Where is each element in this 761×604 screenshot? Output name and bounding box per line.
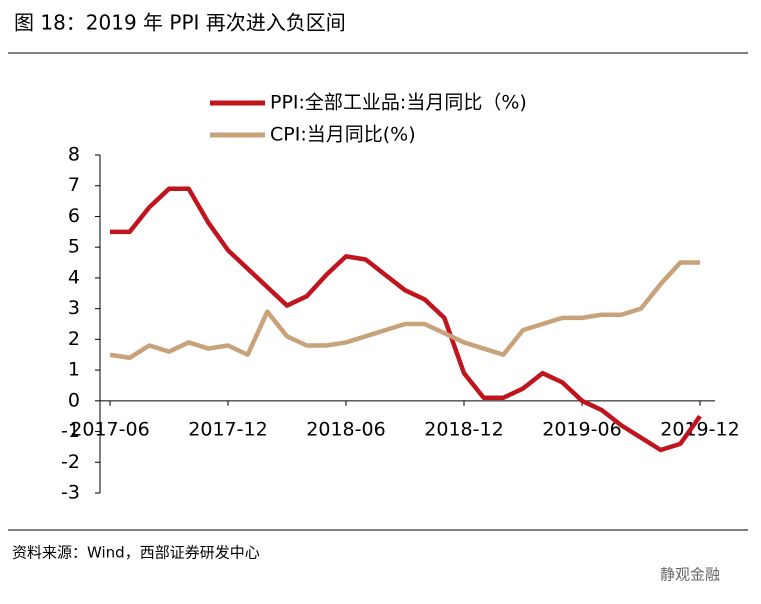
legend-label: PPI:全部工业品:当月同比（%)	[270, 92, 527, 114]
source: 资料来源：Wind，西部证券研发中心	[12, 544, 260, 562]
y-tick-label: 1	[68, 359, 80, 381]
y-tick-label: 5	[68, 236, 80, 258]
x-tick-label: 2017-06	[70, 418, 149, 440]
x-tick-label: 2019-06	[542, 418, 621, 440]
y-tick-label: -1	[61, 420, 80, 442]
watermark: 静观金融	[660, 566, 720, 584]
chart-title: 图 18：2019 年 PPI 再次进入负区间	[14, 11, 346, 35]
y-tick-label: -2	[61, 451, 80, 473]
y-tick-label: 6	[68, 205, 80, 227]
x-tick-label: 2018-06	[306, 418, 385, 440]
y-tick-label: 3	[68, 297, 80, 319]
y-tick-label: 7	[68, 174, 80, 196]
legend-label: CPI:当月同比(%)	[270, 124, 416, 146]
series-line	[110, 186, 702, 453]
y-tick-label: 4	[68, 266, 80, 288]
x-tick-label: 2019-12	[660, 418, 739, 440]
x-tick-label: 2018-12	[424, 418, 503, 440]
x-tick-label: 2017-12	[188, 418, 267, 440]
y-tick-label: 2	[68, 328, 80, 350]
y-tick-label: 0	[68, 389, 80, 411]
y-tick-label: 8	[68, 144, 80, 166]
series-line	[109, 260, 700, 361]
y-tick-label: -3	[61, 482, 80, 504]
